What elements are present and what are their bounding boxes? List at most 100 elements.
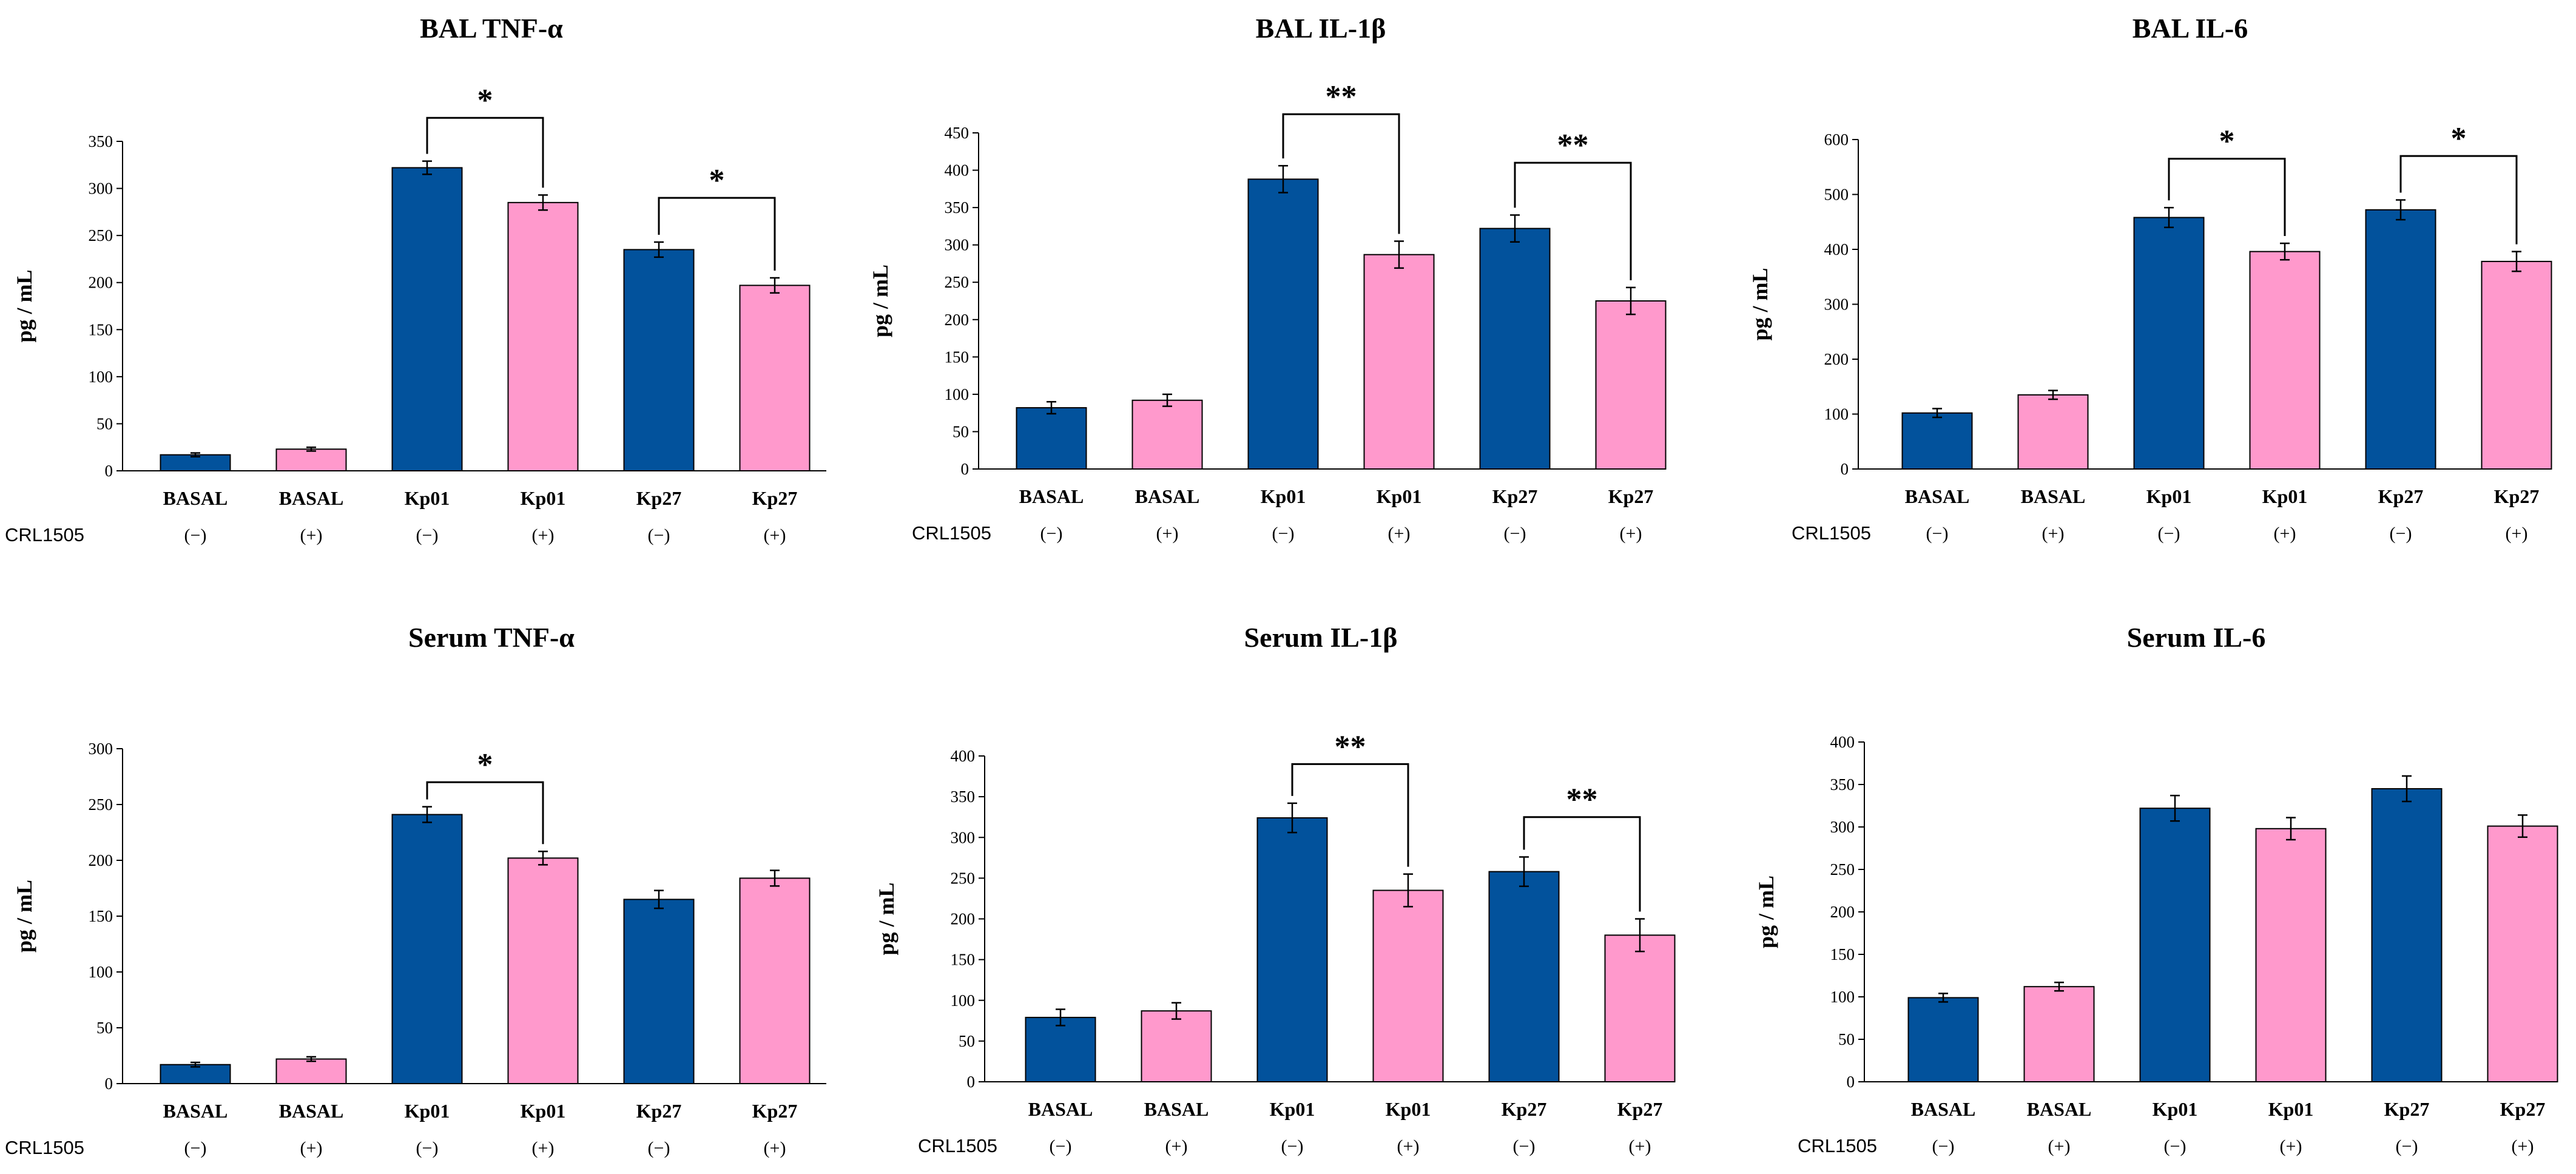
bar-untreated [623,249,695,471]
y-tick-label: 400 [1824,240,1849,258]
y-axis-label: pg / mL [12,269,36,342]
significance-label: ** [1557,128,1589,163]
bar-untreated [391,167,463,471]
x-category-label: Kp01 [2268,1098,2314,1120]
treatment-sign: (−) [2396,1136,2418,1156]
x-category-label: Kp01 [1377,485,1422,507]
significance-label: * [709,163,725,198]
y-tick-label: 600 [1824,130,1849,149]
y-tick-label: 400 [1830,733,1855,751]
y-tick-label: 0 [105,1074,113,1093]
y-axis-label: pg / mL [868,265,892,337]
significance-label: * [2451,121,2467,156]
significance-bracket [1291,763,1409,867]
y-tick-label: 0 [967,1073,976,1091]
treatment-sign: (−) [1272,524,1295,544]
x-category-label: Kp01 [1270,1098,1315,1120]
chart-title: Serum TNF-α [408,622,575,653]
y-tick-label: 150 [89,907,113,925]
bar-untreated [2371,788,2443,1082]
treatment-sign: (+) [2048,1136,2071,1156]
y-tick-label: 250 [951,869,976,887]
bar-untreated [1025,1016,1096,1083]
significance-bracket [426,116,544,188]
bar-treated [507,857,579,1084]
y-tick-label: 350 [89,132,113,150]
y-tick-label: 250 [89,795,113,814]
significance-label: * [477,83,493,118]
x-category-label: Kp27 [1608,485,1654,507]
bar-treated [739,285,811,471]
x-category-label: Kp27 [2384,1098,2430,1120]
bar-untreated [1016,407,1087,470]
significance-bracket [1282,113,1400,234]
y-tick-label: 50 [96,414,113,433]
bar-treated [2255,828,2327,1083]
treatment-sign: (+) [1388,524,1411,544]
x-category-label: BASAL [2021,485,2086,507]
treatment-sign: (−) [184,525,207,545]
x-category-label: BASAL [1028,1098,1093,1120]
chart-title: BAL TNF-α [420,13,563,44]
treatment-sign: (+) [1156,524,1179,544]
bar-untreated [2133,217,2205,470]
x-category-label: Kp01 [1386,1098,1431,1120]
x-category-label: Kp01 [2146,485,2192,507]
significance-bracket [2168,158,2286,237]
y-tick-label: 50 [959,1032,975,1050]
treatment-sign: (+) [764,1138,786,1158]
treatment-sign: (−) [1040,524,1063,544]
y-axis-label: pg / mL [1748,268,1772,340]
y-tick-label: 300 [89,180,113,198]
y-tick-label: 450 [945,124,969,142]
y-axis-label: pg / mL [12,880,36,953]
treatment-row-label: CRL1505 [5,524,84,545]
x-category-label: BASAL [279,487,344,509]
treatment-sign: (−) [184,1138,207,1158]
y-tick-label: 50 [953,422,969,440]
significance-bracket [1523,816,1641,912]
chart-title: Serum IL-1β [1244,622,1398,653]
y-tick-label: 200 [1824,350,1849,368]
y-tick-label: 100 [89,368,113,386]
x-category-label: BASAL [163,1100,228,1122]
x-category-label: BASAL [2027,1098,2092,1120]
x-category-label: Kp01 [1261,485,1306,507]
treatment-row-label: CRL1505 [1798,1135,1877,1156]
bar-treated [739,877,811,1084]
treatment-sign: (−) [416,525,439,545]
chart-title: BAL IL-1β [1256,13,1386,44]
treatment-sign: (+) [532,525,555,545]
x-category-label: Kp27 [636,487,682,509]
bar-treated [1604,934,1676,1082]
bar-treated [1372,889,1444,1082]
x-category-label: Kp27 [752,487,798,509]
x-category-label: BASAL [163,487,228,509]
treatment-row-label: CRL1505 [918,1135,997,1156]
x-category-label: Kp01 [521,487,566,509]
treatment-row-label: CRL1505 [912,522,991,544]
x-category-label: Kp01 [405,1100,450,1122]
treatment-sign: (−) [1513,1136,1536,1156]
y-tick-label: 500 [1824,186,1849,204]
x-category-label: BASAL [279,1100,344,1122]
x-category-label: Kp01 [2153,1098,2198,1120]
y-tick-label: 250 [945,273,969,291]
x-category-label: BASAL [1135,485,1200,507]
y-tick-label: 0 [961,460,969,478]
treatment-sign: (−) [648,1138,670,1158]
significance-bracket [426,781,544,845]
y-tick-label: 100 [945,385,969,403]
treatment-sign: (−) [2164,1136,2187,1156]
bar-treated [275,448,347,471]
treatment-row-label: CRL1505 [5,1137,84,1158]
y-tick-label: 0 [1841,460,1849,478]
x-category-label: Kp01 [2262,485,2308,507]
y-tick-label: 200 [89,851,113,869]
treatment-sign: (−) [1504,524,1526,544]
y-tick-label: 300 [951,828,976,846]
y-tick-label: 400 [945,161,969,180]
y-tick-label: 200 [1830,903,1855,921]
treatment-sign: (−) [1932,1136,1955,1156]
treatment-sign: (+) [300,525,323,545]
